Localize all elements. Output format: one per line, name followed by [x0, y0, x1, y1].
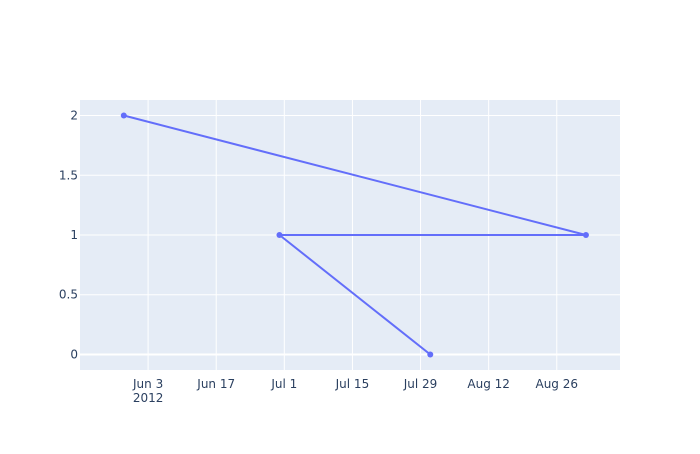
y-tick-label: 2: [70, 109, 78, 123]
x-tick-label: Jul 29: [403, 377, 438, 391]
x-tick-label: Jun 3: [132, 377, 163, 391]
data-point: [276, 232, 282, 238]
x-tick-label: Jul 15: [335, 377, 370, 391]
x-tick-label: Jul 1: [270, 377, 297, 391]
x-tick-label: Aug 26: [535, 377, 578, 391]
x-tick-label: Jun 17: [196, 377, 235, 391]
y-tick-label: 0.5: [59, 288, 78, 302]
y-tick-label: 1: [70, 228, 78, 242]
x-tick-label: Aug 12: [467, 377, 510, 391]
y-tick-label: 1.5: [59, 168, 78, 182]
data-point: [583, 232, 589, 238]
data-point: [121, 113, 127, 119]
y-tick-label: 0: [70, 347, 78, 361]
data-point: [427, 351, 433, 357]
x-tick-year-label: 2012: [133, 391, 164, 405]
y-axis-ticks: 0 0.5 1 1.5 2: [59, 109, 78, 362]
